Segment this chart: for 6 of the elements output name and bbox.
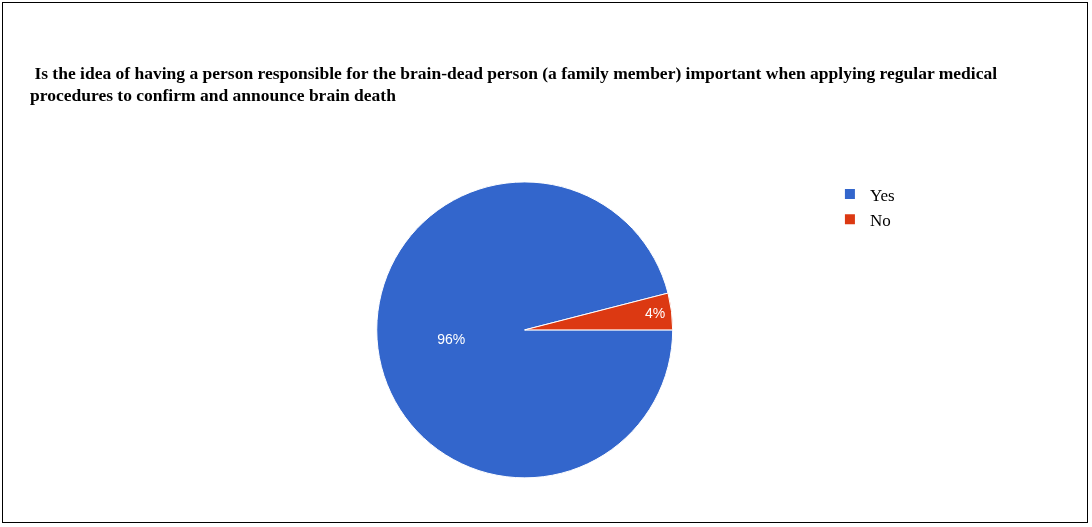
chart-title: Is the idea of having a person responsible for the brain-dead person (a family member) important when applying regular medical procedures to confirm and announce brain death — [30, 62, 999, 106]
legend-label: Yes — [869, 185, 895, 205]
data-label: 4% — [645, 305, 666, 322]
legend-label: No — [869, 210, 891, 230]
data-label: 96% — [437, 331, 466, 348]
pie-slice — [376, 181, 674, 479]
